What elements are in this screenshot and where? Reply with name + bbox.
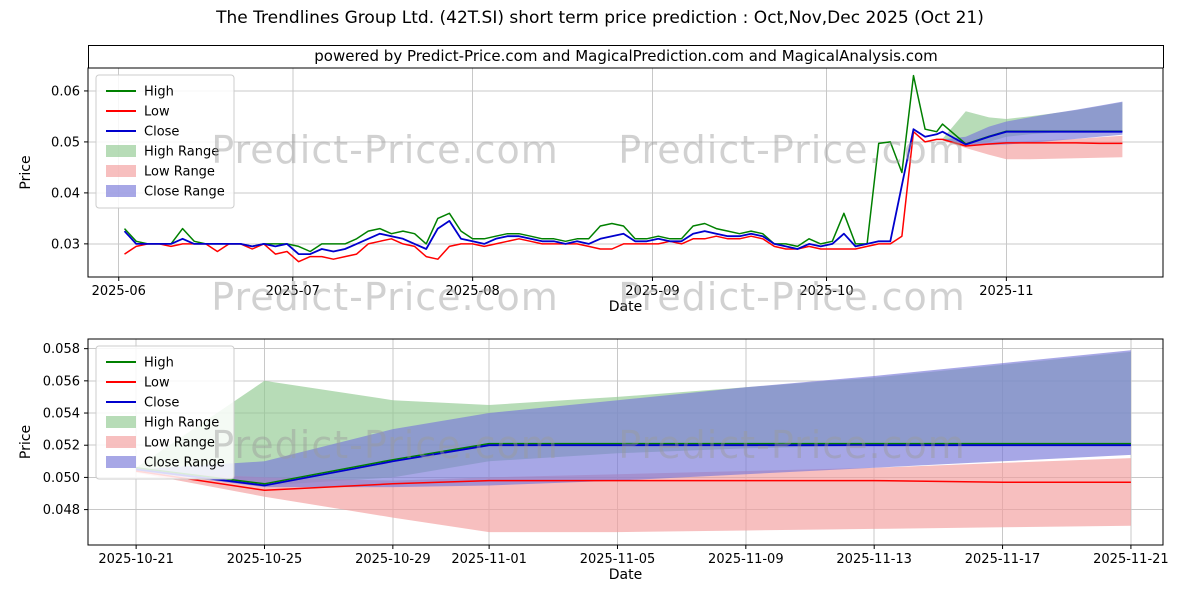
close-line (123, 128, 1123, 256)
close-range-legend-label: Close Range (144, 456, 225, 471)
low-line (135, 470, 1131, 492)
x-tick-label: 2025-10-21 (98, 552, 174, 567)
y-tick-label: 0.05 (51, 135, 80, 150)
y-axis-label: Price (18, 155, 34, 189)
low-range-legend-label: Low Range (144, 436, 215, 451)
x-axis-label: Date (609, 567, 642, 583)
y-tick-label: 0.06 (51, 84, 80, 99)
high-range-legend-swatch (106, 145, 136, 157)
y-tick-label: 0.052 (43, 439, 80, 454)
close-range-band (942, 101, 1123, 145)
high-legend-label: High (144, 356, 174, 371)
y-tick-label: 0.056 (43, 374, 80, 389)
close-range-legend-label: Close Range (144, 185, 225, 200)
x-tick-label: 2025-08 (445, 284, 499, 299)
low-range-band (136, 458, 1131, 533)
y-tick-label: 0.054 (43, 407, 80, 422)
low-range-band (942, 135, 1123, 160)
close-range-legend-swatch (106, 456, 136, 468)
high-line (123, 74, 1123, 253)
high-range-legend-swatch (106, 416, 136, 428)
high-line (136, 442, 1131, 485)
x-tick-label: 2025-11 (979, 284, 1033, 299)
close-range-legend-swatch (106, 185, 136, 197)
x-tick-label: 2025-09 (625, 284, 679, 299)
y-axis-label: Price (18, 425, 34, 459)
x-tick-label: 2025-11-21 (1093, 552, 1169, 567)
low-legend-label: Low (144, 105, 170, 120)
price-history-chart: 2025-06 2025-07 2025-08 2025-09 2025-10 2025-… (18, 67, 1164, 315)
x-tick-label: 2025-11-05 (580, 552, 656, 567)
high-legend-label: High (144, 85, 174, 100)
close-line (135, 444, 1131, 487)
y-tick-label: 0.048 (43, 503, 80, 518)
plot-frame (87, 338, 1164, 546)
x-axis-label: Date (609, 299, 642, 315)
x-tick-label: 2025-10 (799, 284, 853, 299)
y-tick-label: 0.04 (51, 186, 80, 201)
y-tick-label: 0.03 (51, 237, 80, 252)
y-tick-label: 0.050 (43, 471, 80, 486)
x-tick-label: 2025-10-29 (355, 552, 431, 567)
x-tick-label: 2025-11-17 (965, 552, 1041, 567)
x-tick-label: 2025-10-25 (227, 552, 303, 567)
high-range-legend-label: High Range (144, 145, 219, 160)
low-legend-label: Low (144, 376, 170, 391)
close-legend-label: Close (144, 396, 179, 411)
close-range-band (136, 350, 1131, 488)
low-range-legend-label: Low Range (144, 165, 215, 180)
x-tick-label: 2025-11-13 (836, 552, 912, 567)
close-legend-label: Close (144, 125, 179, 140)
plot-frame (87, 67, 1164, 278)
low-range-legend-swatch (106, 436, 136, 448)
low-line (124, 130, 1123, 263)
x-tick-label: 2025-07 (266, 284, 320, 299)
high-range-legend-label: High Range (144, 416, 219, 431)
low-range-legend-swatch (106, 165, 136, 177)
price-forecast-chart: 2025-10-21 2025-10-25 2025-10-29 2025-11-01… (18, 338, 1169, 583)
powered-by-subtitle: powered by Predict-Price.com and Magical… (88, 45, 1164, 68)
x-tick-label: 2025-11-01 (451, 552, 527, 567)
x-tick-label: 2025-11-09 (708, 552, 784, 567)
chart-title: The Trendlines Group Ltd. (42T.SI) short… (216, 8, 984, 28)
y-tick-label: 0.058 (43, 342, 80, 357)
x-tick-label: 2025-06 (92, 284, 146, 299)
